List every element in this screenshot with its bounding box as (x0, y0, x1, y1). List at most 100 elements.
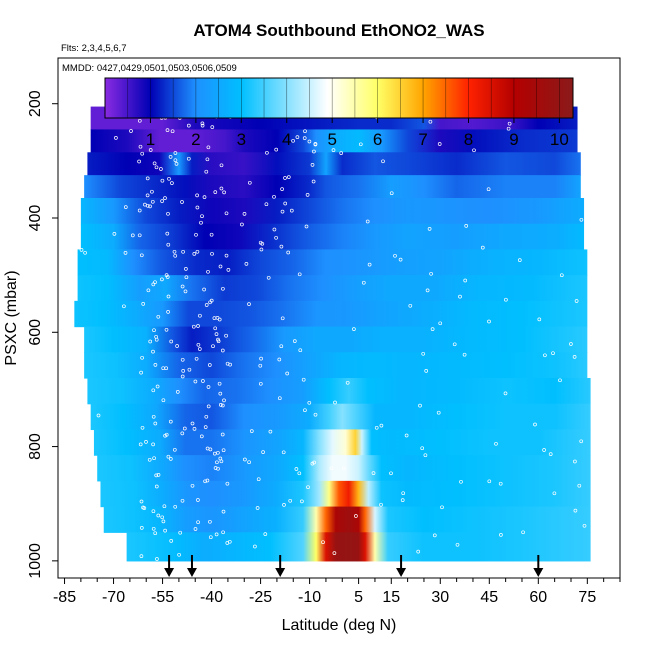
sample-point (79, 248, 84, 252)
sample-point (204, 169, 209, 174)
sample-point (218, 264, 223, 269)
sample-point (272, 227, 277, 232)
sample-point (365, 219, 370, 224)
sample-point (226, 268, 231, 272)
sample-point (240, 222, 244, 227)
sample-point (533, 422, 537, 427)
sample-point (247, 302, 251, 306)
sample-point (195, 205, 200, 210)
sample-point (221, 509, 226, 514)
sample-point (156, 473, 161, 477)
sample-point (249, 429, 254, 433)
heatmap-layer-band (87, 378, 591, 405)
heatmap-layer-band (93, 429, 591, 456)
sample-point (208, 535, 213, 540)
sample-point (222, 398, 226, 403)
sample-point (183, 289, 188, 294)
sample-point (552, 491, 557, 496)
heatmap-layer-band (84, 352, 588, 379)
sample-point (173, 253, 178, 258)
sample-point (96, 413, 101, 418)
sample-point (163, 528, 167, 533)
sample-point (579, 439, 584, 444)
sample-point (300, 499, 304, 504)
sample-point (521, 530, 525, 535)
sample-point (201, 379, 205, 383)
sample-point (181, 369, 186, 373)
sample-point (202, 287, 206, 292)
sample-point (195, 249, 200, 254)
sample-point (170, 129, 175, 134)
heatmap-layer-band (90, 129, 578, 153)
sample-point (155, 557, 159, 561)
sample-point (165, 275, 170, 279)
sample-point (379, 423, 384, 428)
sample-point (219, 186, 224, 191)
sample-point (548, 452, 553, 456)
sample-point (152, 328, 156, 333)
sample-point (153, 363, 158, 367)
sample-point (137, 118, 142, 123)
sample-point (137, 208, 142, 213)
sample-point (156, 314, 161, 319)
heatmap-layer-band (100, 480, 591, 508)
sample-point (213, 190, 218, 194)
sample-point (420, 446, 425, 451)
sample-point (163, 196, 167, 200)
sample-point (242, 212, 247, 216)
sample-point (305, 193, 310, 197)
sample-point (139, 526, 144, 530)
sample-point (221, 530, 225, 535)
sample-point (228, 362, 232, 367)
sample-point (421, 351, 426, 356)
sample-point (458, 294, 462, 299)
y-tick-label: 400 (27, 205, 44, 232)
sample-point (280, 187, 284, 191)
sample-point (166, 211, 170, 216)
sample-point (329, 466, 334, 471)
sample-point (178, 530, 183, 535)
sample-point (220, 432, 225, 437)
sample-point (280, 209, 285, 214)
sample-point (138, 442, 143, 447)
sample-point (543, 353, 547, 358)
sample-point (148, 148, 153, 152)
sample-point (224, 253, 229, 258)
sample-point (517, 258, 522, 262)
sample-point (153, 421, 158, 426)
sample-point (190, 421, 195, 426)
heatmap-layer-band (80, 223, 585, 251)
sample-point (579, 217, 584, 222)
sample-point (200, 121, 205, 126)
sample-point (181, 249, 185, 254)
sample-point (165, 231, 170, 236)
sample-point (206, 269, 210, 274)
sample-point (428, 119, 433, 124)
sample-point (301, 377, 306, 382)
sample-point (283, 176, 287, 180)
sample-point (216, 466, 220, 471)
sample-point (206, 404, 211, 409)
sample-point (310, 163, 315, 167)
sample-point (289, 208, 294, 213)
sample-point (374, 425, 379, 430)
sample-point (389, 471, 393, 476)
sample-point (464, 224, 469, 228)
sample-point (140, 355, 144, 360)
sample-point (215, 460, 219, 465)
sample-point (154, 484, 159, 489)
sample-point (582, 523, 587, 528)
sample-point (193, 379, 198, 384)
sample-point (462, 352, 467, 357)
sample-point (393, 253, 397, 258)
sample-point (190, 483, 195, 488)
x-tick-label: 30 (431, 589, 449, 606)
sample-point (173, 158, 178, 163)
sample-point (155, 384, 160, 389)
x-axis: -85 -70 -55 -40 -25 -10 5 15 30 45 60 75 (53, 578, 621, 606)
sample-point (180, 374, 185, 379)
sample-point (218, 456, 223, 461)
sample-point (148, 204, 152, 209)
sample-point (139, 554, 144, 558)
sample-point (123, 251, 128, 255)
